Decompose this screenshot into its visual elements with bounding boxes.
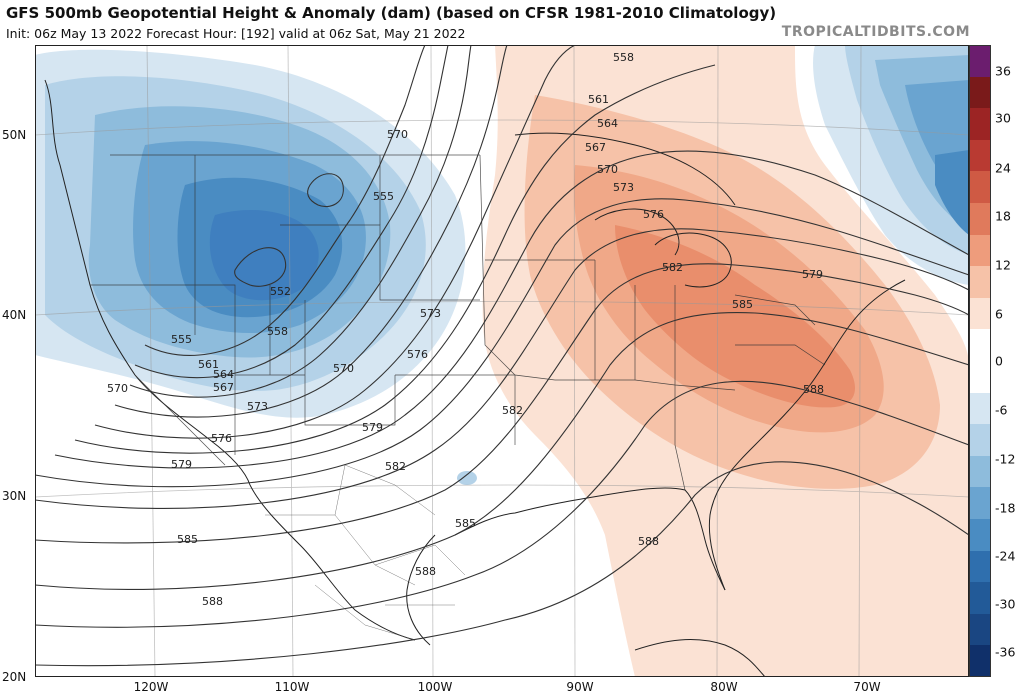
contour-label: 567 (585, 141, 606, 154)
colorbar-segment (969, 266, 991, 299)
contour-label: 573 (613, 181, 634, 194)
contour-label: 582 (502, 404, 523, 417)
contour-label: 561 (588, 93, 609, 106)
colorbar-label: 18 (995, 208, 1011, 224)
positive-anomaly-east (482, 45, 969, 677)
contour-label: 552 (270, 285, 291, 298)
colorbar-segment (969, 582, 991, 615)
contour-label: 585 (177, 533, 198, 546)
colorbar-segment (969, 108, 991, 141)
colorbar-segment (969, 76, 991, 109)
contour-label: 555 (171, 333, 192, 346)
contour-label: 570 (333, 362, 354, 375)
colorbar-label: 12 (995, 257, 1011, 273)
height-contours (35, 45, 969, 667)
colorbar-segment (969, 455, 991, 488)
contour-label: 567 (213, 381, 234, 394)
colorbar-segment (969, 234, 991, 267)
colorbar-segment (969, 203, 991, 236)
colorbar-label: -12 (995, 451, 1016, 467)
coastlines (44, 79, 906, 677)
colorbar-segment (969, 645, 991, 678)
colorbar-segment (969, 487, 991, 520)
map-panel: 552 555 555 558 558 561 561 564 564 567 … (35, 45, 969, 677)
colorbar-segment (969, 139, 991, 172)
contour-label: 573 (247, 400, 268, 413)
contour-label: 579 (362, 421, 383, 434)
state-borders (90, 154, 826, 491)
map-canvas: 552 555 555 558 558 561 561 564 564 567 … (35, 45, 969, 677)
contour-label: 582 (662, 261, 683, 274)
contour-label: 588 (415, 565, 436, 578)
contour-label: 561 (198, 358, 219, 371)
colorbar-label: -6 (995, 402, 1008, 418)
contour-label: 570 (387, 128, 408, 141)
latitude-label: 40N (2, 308, 27, 322)
colorbar-segment (969, 297, 991, 330)
map-frame (35, 45, 969, 677)
map-title: GFS 500mb Geopotential Height & Anomaly … (6, 4, 777, 22)
colorbar-border (969, 45, 991, 677)
colorbar-segment (969, 392, 991, 425)
contour-label: 585 (732, 298, 753, 311)
colorbar-segment (969, 613, 991, 646)
colorbar-segment (969, 424, 991, 457)
contour-label: 558 (267, 325, 288, 338)
contour-label: 576 (211, 432, 232, 445)
contour-label: 570 (107, 382, 128, 395)
colorbar-label: 0 (995, 353, 1003, 369)
longitude-label: 110W (274, 680, 310, 694)
contour-label: 588 (803, 383, 824, 396)
colorbar-segment (969, 519, 991, 552)
negative-anomaly-northeast (813, 45, 969, 285)
contour-label: 555 (373, 190, 394, 203)
longitude-label: 80W (710, 680, 738, 694)
anomaly-spot-texas (457, 471, 477, 485)
colorbar-label: -18 (995, 500, 1016, 516)
contour-label: 579 (802, 268, 823, 281)
contour-label: 558 (613, 51, 634, 64)
longitude-label: 90W (566, 680, 594, 694)
contour-label: 576 (643, 208, 664, 221)
contour-label: 564 (597, 117, 618, 130)
colorbar-label: 36 (995, 63, 1011, 79)
latitude-label: 50N (2, 128, 27, 142)
anomaly-colorbar (969, 45, 991, 678)
colorbar-segment (969, 361, 991, 394)
colorbar-label: -24 (995, 548, 1016, 564)
latitude-label: 20N (2, 670, 27, 684)
colorbar-label: 30 (995, 110, 1011, 126)
contour-label: 588 (638, 535, 659, 548)
contour-label: 576 (407, 348, 428, 361)
graticule (35, 45, 969, 677)
contour-label: 570 (597, 163, 618, 176)
contour-label: 585 (455, 517, 476, 530)
contour-label: 579 (171, 458, 192, 471)
colorbar-segment (969, 171, 991, 204)
contour-label: 564 (213, 368, 234, 381)
latitude-label: 30N (2, 489, 27, 503)
colorbar-label: 24 (995, 160, 1011, 176)
colorbar-label: -36 (995, 644, 1016, 660)
longitude-label: 120W (133, 680, 169, 694)
colorbar-segment (969, 45, 991, 78)
colorbar-segment (969, 329, 991, 362)
source-credit: TROPICALTIDBITS.COM (781, 24, 970, 40)
contour-label: 573 (420, 307, 441, 320)
map-subtitle: Init: 06z May 13 2022 Forecast Hour: [19… (6, 26, 466, 41)
colorbar-segment (969, 550, 991, 583)
longitude-label: 100W (417, 680, 453, 694)
contour-label: 588 (202, 595, 223, 608)
colorbar-label: 6 (995, 306, 1003, 322)
contour-labels: 552 555 555 558 558 561 561 564 564 567 … (107, 51, 824, 608)
longitude-label: 70W (853, 680, 881, 694)
contour-label: 582 (385, 460, 406, 473)
colorbar-label: -30 (995, 596, 1016, 612)
